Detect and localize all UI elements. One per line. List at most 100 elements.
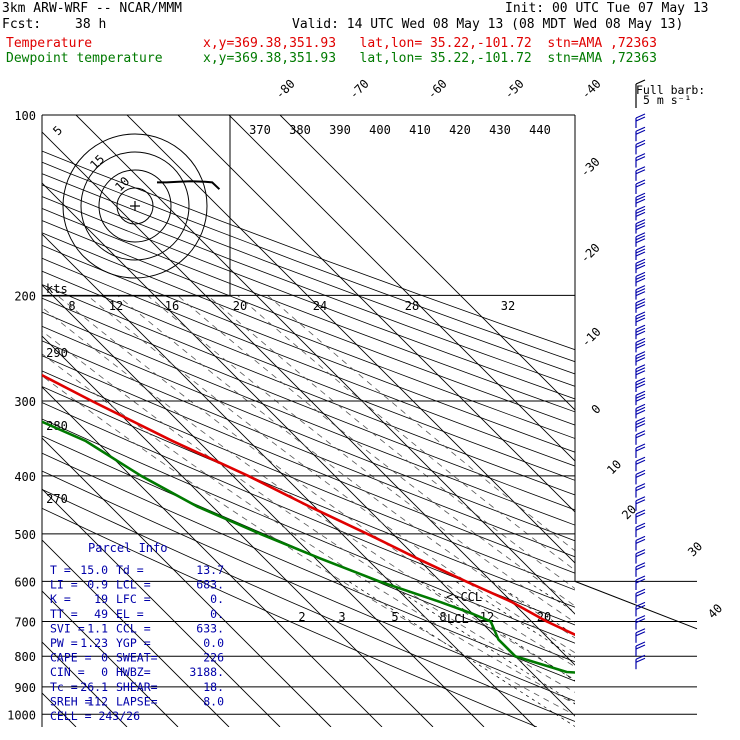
barb-key-flag — [635, 79, 646, 85]
moist-adiabat-line — [207, 295, 575, 590]
wind-barb-flag — [635, 406, 646, 412]
pressure-tick-label: 200 — [14, 289, 36, 303]
isotherm-tick-label: 30 — [685, 539, 705, 559]
parcel-info-label: CAPE = — [50, 651, 92, 665]
isotherm-tick-label: -60 — [425, 77, 450, 102]
hodograph-ring — [98, 169, 172, 243]
wind-barb-flag — [635, 370, 646, 376]
isotherm-tick-label: -80 — [273, 77, 298, 102]
location-dewpoint: x,y=369.38,351.93 lat,lon= 35.22,-101.72… — [203, 51, 657, 66]
wind-barb-flag — [635, 618, 646, 624]
parcel-info-value: 633. — [196, 621, 224, 635]
wind-barb-flag — [635, 116, 646, 122]
wind-barb-flag — [635, 535, 646, 541]
mixing-ratio-top-label: 24 — [313, 299, 327, 313]
wind-barb-flag — [635, 182, 646, 188]
wind-barb-flag — [635, 211, 646, 217]
wind-barb-flag — [635, 591, 646, 597]
isotherm-tick-label: -10 — [579, 325, 604, 350]
wind-barb-flag — [635, 512, 646, 518]
wind-barb-flag — [635, 409, 646, 415]
parcel-info-title: Parcel Info — [88, 541, 167, 555]
parcel-info-value: 1.1 — [87, 621, 108, 635]
dry-adiabat-line — [42, 370, 575, 591]
parcel-info-cell: CELL = 243/26 — [50, 709, 140, 723]
mixing-ratio-line — [384, 581, 575, 705]
isotherm-tick-label: -40 — [579, 77, 604, 102]
wind-barb-flag — [635, 156, 646, 162]
wind-barb-flag — [635, 248, 646, 254]
wind-barb-flag — [635, 578, 646, 584]
wind-barb-flag — [635, 271, 646, 277]
wind-barb-flag — [635, 245, 646, 251]
pressure-tick-label: 600 — [14, 575, 36, 589]
mixing-ratio-top-label: 28 — [405, 299, 419, 313]
wind-barb-flag — [635, 264, 646, 270]
theta-e-tick-label: 380 — [289, 123, 311, 137]
wind-barb-flag — [635, 195, 646, 201]
ccl-annotation: <-CCL — [446, 590, 482, 604]
pressure-tick-label: 700 — [14, 615, 36, 629]
wind-barb-flag — [635, 357, 646, 363]
parcel-info-value: 0. — [210, 607, 224, 621]
wind-barb-flag — [635, 499, 646, 505]
dry-adiabat-line — [42, 402, 575, 626]
wind-barb-flag — [635, 314, 646, 320]
dry-adiabat-line — [42, 161, 575, 363]
wind-barb-flag — [635, 393, 646, 399]
wind-barb-flag — [635, 396, 646, 402]
wind-barb-flag — [635, 456, 646, 462]
parcel-info-value: 13.7 — [196, 563, 224, 577]
isotherm-line — [42, 335, 434, 727]
wind-barb-flag — [635, 340, 646, 346]
wind-barb-flag — [635, 232, 646, 238]
parcel-info-label: CCL = — [116, 621, 151, 635]
pressure-tick-label: 100 — [14, 109, 36, 123]
dry-adiabat-line — [42, 257, 575, 467]
hodograph-ring — [62, 133, 208, 279]
wind-barb-flag — [635, 351, 646, 357]
wind-barb-flag — [635, 261, 646, 267]
dry-adiabat-line — [42, 244, 575, 453]
theta-e-tick-label: 440 — [529, 123, 551, 137]
dry-adiabat-line — [42, 207, 575, 413]
mixing-ratio-top-label: 16 — [165, 299, 179, 313]
wind-barb-flag — [635, 631, 646, 637]
wind-barb-flag — [635, 538, 646, 544]
lcl-annotation: LCL — [447, 612, 469, 626]
moist-adiabat-line — [42, 375, 575, 716]
parcel-info-label: LI = — [50, 578, 78, 592]
wind-barb-flag — [635, 251, 646, 257]
wind-barb-flag — [635, 225, 646, 231]
parcel-info-value: 1.23 — [80, 636, 108, 650]
dry-adiabat-line — [42, 452, 575, 682]
parcel-info-value: 0 — [101, 665, 108, 679]
parcel-info-label: T = — [50, 563, 71, 577]
moist-adiabat-line — [117, 295, 575, 639]
isotherm-line — [0, 115, 25, 727]
wind-barb-flag — [635, 327, 646, 333]
parcel-info-label: SVI = — [50, 621, 85, 635]
wind-barb-flag — [635, 367, 646, 373]
dry-adiabat-line — [42, 325, 575, 542]
wind-barb-flag — [635, 446, 646, 452]
parcel-info-label: LCL = — [116, 578, 151, 592]
theta-e-tick-label: 390 — [329, 123, 351, 137]
hodograph-ring-label: 5 — [50, 123, 65, 138]
moist-adiabat-line — [87, 295, 575, 654]
wind-barb-flag — [635, 179, 646, 185]
moist-adiabat-line — [42, 353, 575, 705]
parcel-info-label: SHEAR= — [116, 680, 158, 694]
dry-adiabat-line — [42, 220, 575, 426]
isotherm-line — [177, 115, 575, 513]
pressure-tick-label: 300 — [14, 395, 36, 409]
isotherm-line — [75, 115, 575, 615]
wind-barb-flag — [635, 644, 646, 650]
isotherm-line — [279, 115, 575, 411]
dry-adiabat-line — [42, 184, 575, 387]
isotherm-tick-label: 10 — [604, 457, 624, 477]
wind-barb-flag — [635, 238, 646, 244]
moist-adiabat-line — [147, 295, 575, 623]
wind-barb-flag — [635, 288, 646, 294]
parcel-info-label: K = — [50, 592, 71, 606]
